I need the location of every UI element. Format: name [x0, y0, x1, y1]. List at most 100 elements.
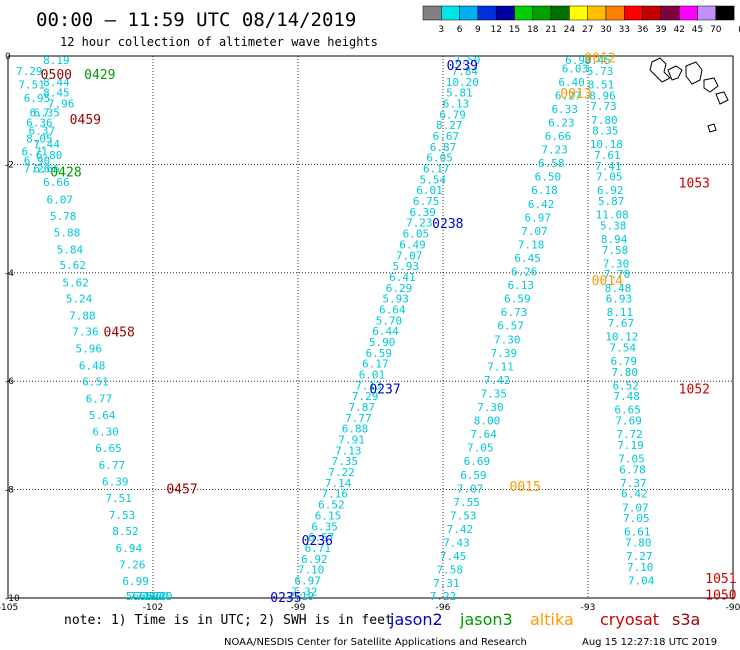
pass-time-label: 0237 [369, 382, 400, 397]
wave-height-label: 7.07 [396, 249, 423, 262]
wave-height-label: 10.18 [590, 138, 623, 151]
wave-height-label: 7.55 [453, 496, 480, 509]
wave-height-label: 6.13 [443, 97, 470, 110]
wave-height-label: 6.64 [379, 303, 406, 316]
wave-height-label: 7.19 [617, 439, 644, 452]
colorbar-swatch [477, 5, 497, 21]
wave-height-label: 6.66 [43, 176, 70, 189]
wave-height-label: 5.38 [600, 219, 627, 232]
wave-height-label: 5.64 [89, 409, 116, 422]
wave-height-label: 7.29 [352, 390, 379, 403]
wave-height-label: 5.88 [54, 226, 81, 239]
wave-height-label: 7.45 [440, 550, 467, 563]
wave-height-label: 6.42 [528, 198, 555, 211]
wave-height-label: 6.93 [606, 293, 633, 306]
wave-height-label: 6.99 [122, 575, 149, 588]
wave-height-label: 6.59 [365, 347, 392, 360]
wave-height-label: 6.45 [514, 252, 541, 265]
legend-jason2: jason2 [389, 610, 443, 629]
wave-height-label: 7.64 [470, 428, 497, 441]
wave-height-label: 6.59 [460, 469, 487, 482]
colorbar-label: 12 [490, 25, 501, 35]
wave-height-label: 7.88 [69, 309, 96, 322]
wave-height-label: 5.84 [57, 243, 84, 256]
wave-height-label: 6.13 [508, 279, 535, 292]
wave-height-label: 6.51 [82, 376, 109, 389]
plot-area: -105 -102 -99 -96 -93 -90 0 -2 -4 -6 -8 -10 [0, 52, 740, 613]
wave-height-label: 6.21 [139, 590, 166, 603]
wave-height-label: 7.24 [143, 590, 170, 603]
wave-height-label: 6.52 [318, 499, 345, 512]
wave-height-label: 7.46 [129, 590, 156, 603]
wave-height-label: 6.42 [621, 488, 648, 501]
colorbar-label: 33 [619, 25, 630, 35]
wave-height-label: 6.27 [555, 89, 582, 102]
wave-height-label: 11.08 [596, 209, 629, 222]
wave-height-label: 7.22 [328, 466, 355, 479]
wave-height-label: 6.90 [24, 154, 51, 167]
wave-height-label: 7.14 [325, 477, 352, 490]
wave-height-label: 7.13 [335, 444, 362, 457]
wave-height-label: 7.26 [119, 559, 146, 572]
pass-time-label: 1052 [679, 382, 710, 397]
colorbar-label: 70 [710, 25, 722, 35]
wave-height-label: 6.18 [531, 184, 558, 197]
colorbar-label: 30 [600, 25, 612, 35]
wave-height-label: 6.05 [403, 228, 430, 241]
x-tick-label: -99 [291, 603, 306, 613]
colorbar-swatch [550, 5, 570, 21]
wave-height-label: 6.92 [597, 184, 624, 197]
wave-height-label: 7.19 [288, 590, 315, 603]
pass-time-label: 0239 [447, 59, 478, 74]
x-tick-label: -93 [581, 603, 596, 613]
x-tick-label: -90 [726, 603, 740, 613]
wave-height-label: 7.04 [628, 574, 655, 587]
wave-height-points: 8.197.298.447.518.456.957.966.76.356.366… [16, 54, 655, 603]
pass-time-label: 0012 [584, 52, 615, 67]
colorbar-label: 27 [582, 25, 593, 35]
wave-height-label: 6.05 [426, 152, 453, 165]
chart-title: 00:00 — 11:59 UTC 08/14/2019 [36, 9, 356, 31]
wave-height-label: 8.05 [26, 133, 53, 146]
pass-time-label: 0014 [592, 274, 623, 289]
y-tick-label: -10 [5, 594, 20, 604]
wave-height-label: 6.01 [359, 368, 386, 381]
wave-height-label: 6.67 [433, 130, 460, 143]
wave-height-label: 5.73 [587, 65, 614, 78]
colorbar-swatch [459, 5, 479, 21]
wave-height-label: 8.94 [601, 233, 628, 246]
x-tick-label: -105 [0, 603, 18, 613]
wave-height-label: 6.77 [86, 392, 113, 405]
wave-height-label: 6.48 [79, 359, 106, 372]
wave-height-label: 6.26 [511, 266, 538, 279]
colorbar-swatch [441, 5, 460, 21]
pass-time-label: 0459 [70, 113, 101, 128]
legend-altika: altika [530, 610, 574, 629]
pass-time-label: 1050 [705, 588, 736, 603]
wave-height-label: 6.36 [26, 116, 53, 129]
y-tick-label: -6 [5, 377, 14, 387]
legend-cryosat: cryosat [600, 610, 659, 629]
wave-height-label: 6.65 [95, 442, 122, 455]
wave-height-label: 6.97 [524, 211, 551, 224]
wave-height-label: 8.44 [43, 76, 70, 89]
x-tick-label: -102 [143, 603, 163, 613]
wave-height-label: 6.61 [624, 526, 651, 539]
wave-height-label: 8.00 [474, 415, 501, 428]
series-cryosat: 8.455.738.518.967.737.808.3510.187.617.4… [584, 54, 654, 587]
wave-height-label: 6.17 [423, 163, 450, 176]
wave-height-label: 7.50 [454, 54, 481, 67]
wave-height-label: 5.62 [60, 259, 87, 272]
wave-height-label: 6.87 [430, 141, 457, 154]
wave-height-label: 7.53 [109, 509, 136, 522]
wave-height-label: 6.03 [562, 62, 589, 75]
pass-time-label: 0428 [50, 166, 81, 181]
colorbar-label: 15 [509, 25, 520, 35]
wave-height-label: 6.44 [372, 325, 399, 338]
wave-height-label: 6.40 [558, 76, 585, 89]
wave-height-label: 7.35 [332, 455, 359, 468]
wave-height-label: 6.78 [619, 463, 646, 476]
wave-height-label: 6.77 [99, 459, 126, 472]
